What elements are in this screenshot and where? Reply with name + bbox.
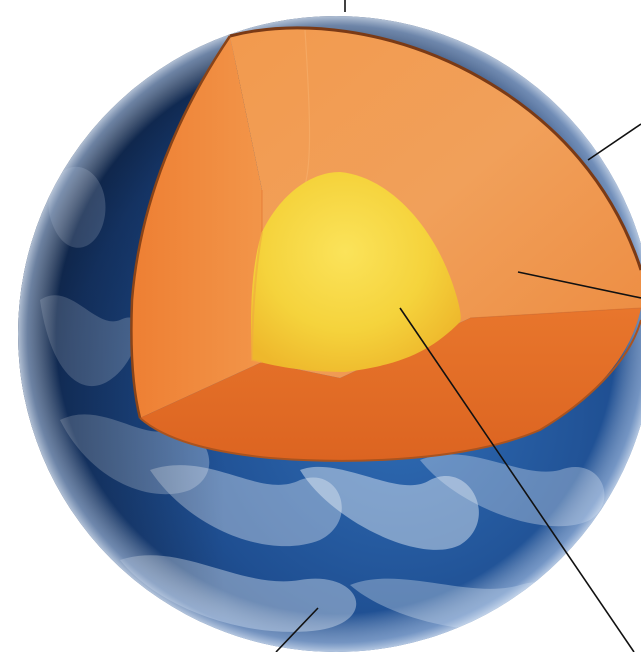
mantle-bottom-face	[140, 308, 641, 461]
core-shape	[251, 172, 461, 372]
mantle-left-face	[131, 36, 262, 418]
leader-lines	[275, 0, 641, 652]
leader-line-mantle	[517, 271, 641, 299]
crust-edge	[229, 26, 641, 271]
leader-line-surface	[275, 607, 319, 652]
leader-line-crust	[587, 123, 641, 161]
leader-line-core	[399, 307, 635, 652]
core-cutaway	[250, 172, 461, 372]
